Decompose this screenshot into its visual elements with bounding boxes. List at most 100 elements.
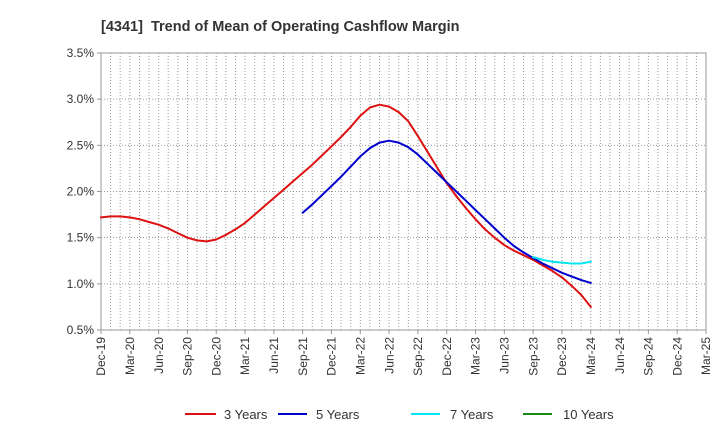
data-point-3-years	[292, 180, 294, 183]
data-point-5-years	[417, 153, 419, 156]
data-point-3-years	[426, 150, 429, 153]
data-point-3-years	[186, 236, 189, 239]
legend-label-3-years: 3 Years	[224, 407, 268, 422]
series-group	[100, 103, 592, 308]
data-point-3-years	[589, 306, 592, 308]
data-point-3-years	[273, 197, 275, 199]
data-point-3-years	[397, 111, 400, 113]
data-point-3-years	[282, 188, 285, 191]
x-tick-label: Sep-21	[296, 337, 310, 376]
x-tick-label: Jun-20	[152, 337, 166, 374]
legend-item-3-years: 3 Years	[185, 407, 268, 422]
data-point-5-years	[445, 181, 448, 184]
x-tick-label: Jun-22	[382, 337, 396, 374]
data-point-3-years	[407, 120, 410, 123]
data-point-3-years	[455, 195, 458, 198]
data-point-3-years	[109, 215, 112, 218]
data-point-5-years	[589, 282, 592, 284]
data-point-5-years	[541, 262, 544, 265]
y-tick-label: 0.5%	[67, 323, 95, 337]
x-tick-label: Jun-24	[613, 337, 627, 374]
data-point-3-years	[234, 228, 237, 231]
data-point-5-years	[349, 165, 352, 168]
data-point-5-years	[426, 162, 429, 165]
x-tick-label: Dec-23	[555, 337, 569, 376]
data-point-3-years	[465, 207, 467, 210]
legend-item-7-years: 7 Years	[411, 407, 494, 422]
data-point-5-years	[436, 172, 438, 174]
data-point-5-years	[513, 245, 515, 247]
data-point-3-years	[167, 227, 170, 230]
x-tick-label: Dec-22	[440, 337, 454, 376]
data-point-3-years	[378, 103, 381, 106]
data-point-3-years	[359, 114, 362, 117]
data-point-3-years	[224, 234, 227, 236]
data-point-3-years	[551, 270, 554, 272]
data-point-7-years	[580, 262, 583, 265]
legend-item-5-years: 5 Years	[278, 407, 360, 422]
x-tick-label: Sep-20	[181, 337, 195, 376]
data-point-3-years	[196, 239, 198, 242]
data-point-3-years	[388, 105, 390, 108]
data-point-3-years	[541, 264, 544, 267]
data-point-5-years	[407, 146, 410, 149]
y-tick-label: 1.5%	[67, 231, 95, 245]
chart-title: [4341] Trend of Mean of Operating Cashfl…	[101, 19, 460, 35]
x-tick-label: Sep-22	[411, 337, 425, 376]
x-tick-label: Dec-24	[670, 337, 684, 376]
data-point-5-years	[474, 209, 477, 211]
data-point-3-years	[100, 216, 102, 219]
data-point-3-years	[561, 276, 563, 279]
x-tick-label: Mar-21	[238, 337, 252, 375]
data-point-5-years	[503, 236, 506, 239]
x-tick-label: Sep-23	[526, 337, 540, 376]
data-point-5-years	[551, 267, 554, 269]
data-point-3-years	[493, 236, 496, 239]
data-point-7-years	[541, 258, 544, 261]
data-point-7-years	[532, 256, 534, 258]
data-point-3-years	[513, 249, 515, 252]
data-point-3-years	[321, 154, 323, 157]
data-point-3-years	[436, 166, 438, 169]
data-point-5-years	[378, 141, 381, 144]
x-tick-label: Jun-21	[267, 337, 281, 374]
data-point-3-years	[205, 240, 208, 243]
axes: 0.5% 1.0% 1.5% 2.0% 2.5% 3.0% 3.5% Dec-19 Mar-20…	[67, 46, 714, 376]
data-point-5-years	[388, 139, 390, 142]
data-point-3-years	[369, 106, 371, 109]
data-point-5-years	[522, 251, 525, 254]
x-tick-label: Mar-24	[584, 337, 598, 375]
data-point-7-years	[570, 262, 573, 265]
x-tick-label: Dec-20	[209, 337, 223, 376]
data-point-3-years	[253, 213, 256, 216]
data-point-3-years	[484, 228, 486, 231]
data-point-7-years	[551, 260, 554, 263]
data-point-5-years	[311, 203, 314, 206]
data-point-5-years	[465, 199, 467, 202]
legend: 3 Years 5 Years 7 Years 10 Years	[185, 407, 614, 422]
data-point-5-years	[301, 211, 304, 214]
data-point-5-years	[570, 275, 573, 278]
y-tick-label: 3.0%	[67, 92, 95, 106]
data-point-5-years	[455, 190, 458, 193]
data-point-3-years	[522, 254, 525, 257]
data-point-5-years	[397, 141, 400, 144]
data-point-3-years	[119, 215, 122, 218]
data-point-5-years	[561, 271, 563, 274]
data-point-7-years	[589, 260, 592, 263]
y-tick-label: 2.0%	[67, 185, 95, 199]
y-tick-label: 2.5%	[67, 138, 95, 152]
data-point-5-years	[330, 185, 333, 187]
data-point-5-years	[493, 227, 496, 230]
data-point-3-years	[157, 223, 160, 226]
x-tick-label: Mar-22	[353, 337, 367, 375]
data-point-3-years	[301, 172, 304, 174]
legend-label-10-years: 10 Years	[563, 407, 614, 422]
x-tick-label: Dec-19	[94, 337, 108, 376]
plot-grid	[100, 52, 707, 331]
x-tick-label: Mar-23	[469, 337, 483, 375]
data-point-5-years	[340, 175, 342, 178]
data-point-7-years	[561, 261, 563, 264]
x-tick-label: Sep-24	[642, 337, 656, 376]
